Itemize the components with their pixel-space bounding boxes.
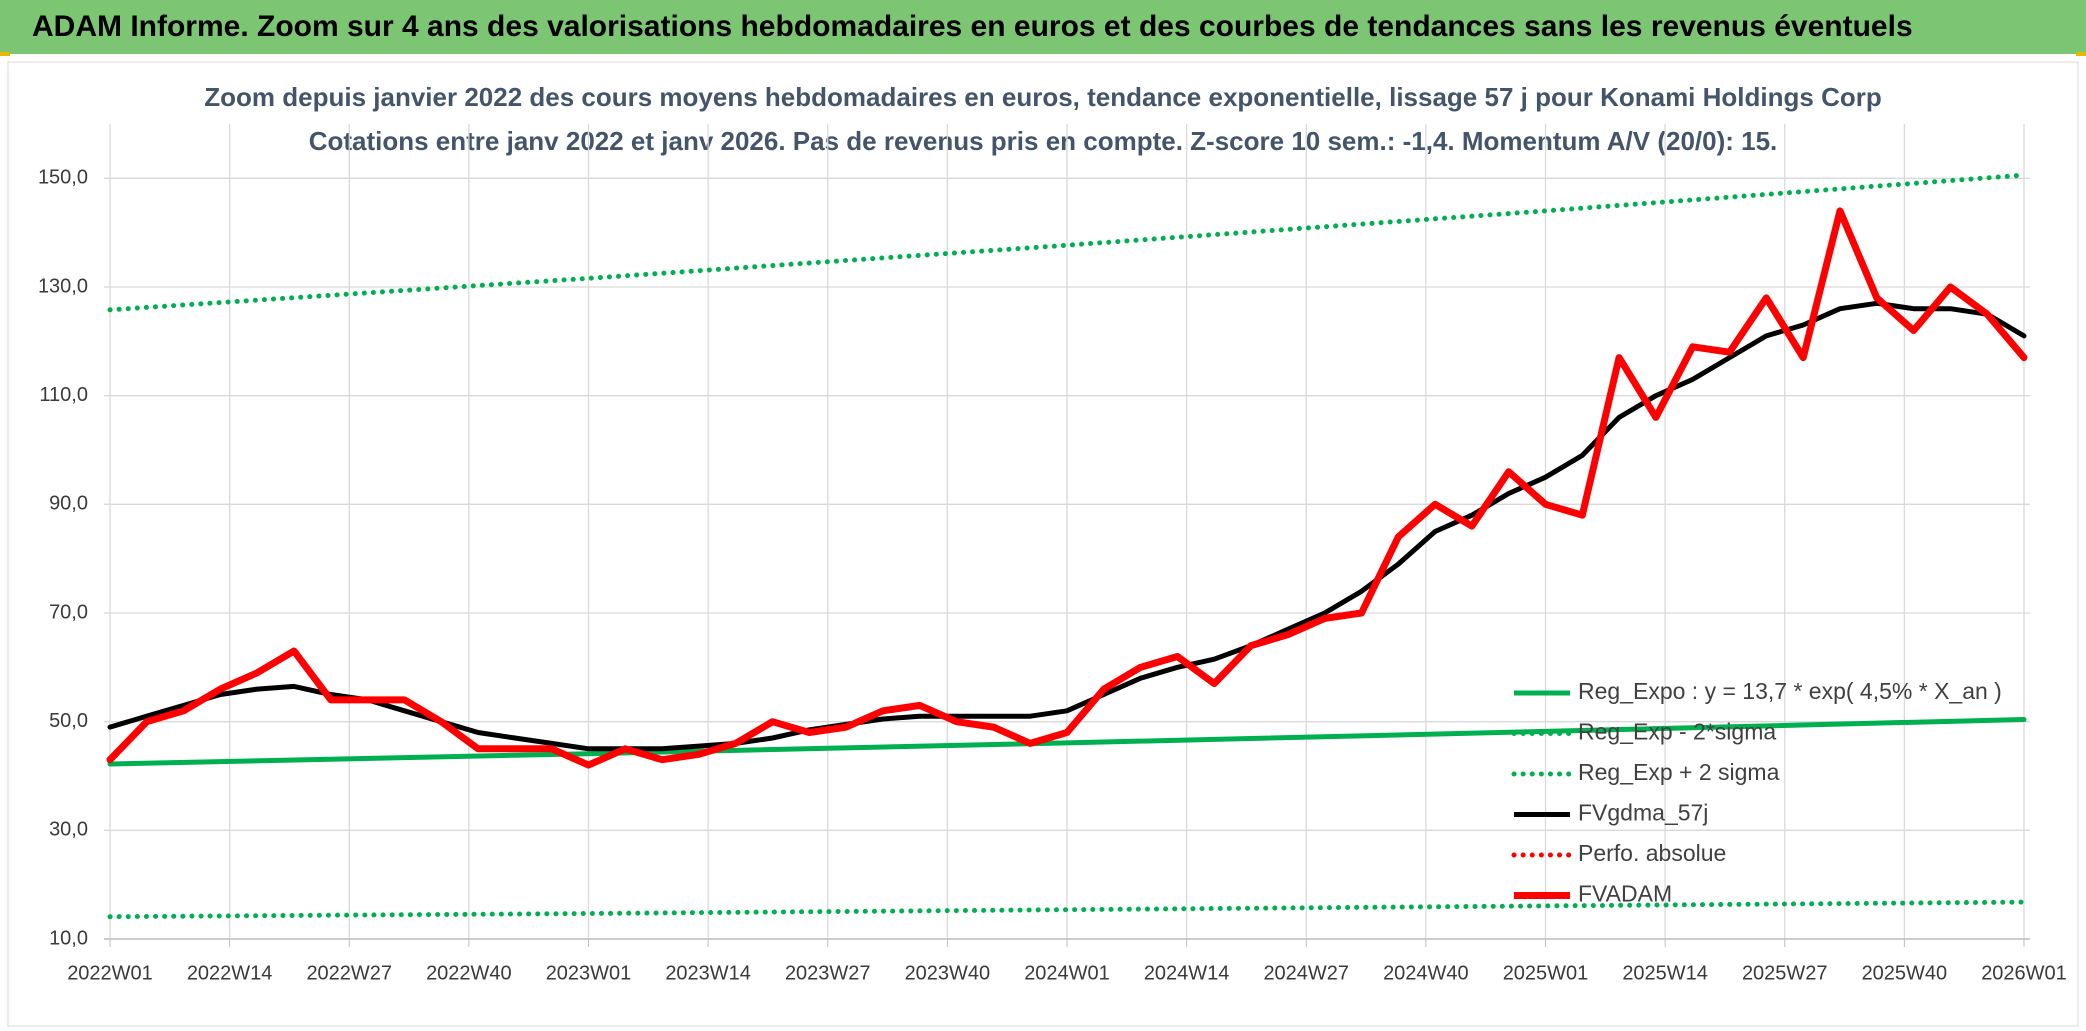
x-tick-label: 2022W14: [187, 962, 273, 984]
x-tick-label: 2025W27: [1742, 962, 1828, 984]
chart-subtitle: Cotations entre janv 2022 et janv 2026. …: [309, 126, 1778, 156]
y-tick-label: 30,0: [49, 819, 88, 841]
x-tick-label: 2025W14: [1622, 962, 1708, 984]
x-tick-label: 2023W40: [905, 962, 991, 984]
header-bar: [0, 0, 2086, 54]
x-tick-label: 2024W40: [1383, 962, 1469, 984]
header-title: ADAM Informe. Zoom sur 4 ans des valoris…: [32, 10, 1913, 43]
legend-label: Reg_Exp + 2 sigma: [1578, 759, 1780, 785]
chart-frame: [7, 61, 2079, 1027]
corner-accent: [2076, 52, 2086, 56]
chart-subtitle: Zoom depuis janvier 2022 des cours moyen…: [204, 82, 1881, 112]
x-tick-label: 2023W27: [785, 962, 871, 984]
legend-label: Perfo. absolue: [1578, 840, 1726, 866]
legend-label: Reg_Exp - 2*sigma: [1578, 719, 1776, 745]
y-tick-label: 150,0: [38, 167, 88, 189]
y-tick-label: 130,0: [38, 275, 88, 297]
x-tick-label: 2026W01: [1981, 962, 2067, 984]
x-tick-label: 2025W01: [1503, 962, 1589, 984]
y-tick-label: 10,0: [49, 927, 88, 949]
legend-label: FVgdma_57j: [1578, 800, 1708, 826]
legend-label: FVADAM: [1578, 881, 1672, 907]
series-line: [107, 717, 2027, 767]
x-tick-label: 2022W01: [67, 962, 153, 984]
y-tick-label: 50,0: [49, 710, 88, 732]
x-tick-label: 2025W40: [1862, 962, 1948, 984]
y-tick-label: 70,0: [49, 601, 88, 623]
series-line: [107, 899, 2027, 920]
corner-accent: [0, 52, 10, 56]
y-tick-label: 90,0: [49, 493, 88, 515]
x-tick-label: 2022W40: [426, 962, 512, 984]
x-tick-label: 2024W27: [1263, 962, 1349, 984]
legend-label: Reg_Expo : y = 13,7 * exp( 4,5% * X_an ): [1578, 678, 2002, 704]
x-tick-label: 2024W01: [1024, 962, 1110, 984]
x-tick-label: 2022W27: [306, 962, 392, 984]
x-tick-label: 2024W14: [1144, 962, 1230, 984]
x-tick-label: 2023W14: [665, 962, 751, 984]
x-tick-label: 2023W01: [546, 962, 632, 984]
y-tick-label: 110,0: [39, 384, 88, 406]
series-line: [107, 172, 2027, 313]
series-line: [106, 207, 2028, 769]
